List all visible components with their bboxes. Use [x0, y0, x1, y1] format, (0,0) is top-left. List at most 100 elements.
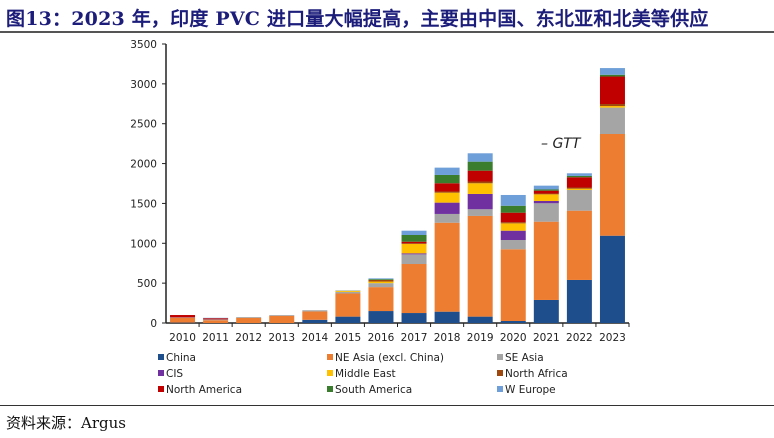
bar-segment-se-asia-2011 — [203, 319, 229, 321]
bar-segment-se-asia-2021 — [533, 203, 559, 222]
legend-swatch — [158, 370, 164, 376]
bar-segment-se-asia-2012 — [236, 317, 262, 318]
title-divider — [0, 31, 774, 33]
bar-segment-north-africa-2021 — [533, 193, 559, 195]
bar-segment-north-africa-2018 — [434, 191, 460, 193]
x-tick-label: 2011 — [202, 332, 229, 344]
legend-label: CIS — [166, 368, 183, 380]
bar-segment-cis-2020 — [500, 230, 526, 241]
bar-segment-ne-asia-excl-china--2022 — [566, 210, 592, 280]
legend-swatch — [327, 370, 333, 376]
y-tick-label: 1000 — [130, 238, 157, 250]
bar-segment-ne-asia-excl-china--2013 — [269, 315, 295, 323]
bar-segment-china-2019 — [467, 316, 493, 323]
legend-swatch — [327, 386, 333, 392]
bar-segment-china-2014 — [302, 319, 328, 323]
legend-label: North Africa — [505, 368, 568, 380]
bar-segment-south-america-2018 — [434, 174, 460, 184]
bar-segment-north-africa-2022 — [566, 187, 592, 189]
bar-segment-china-2017 — [401, 313, 427, 323]
bar-segment-ne-asia-excl-china--2016 — [368, 287, 394, 312]
bar-segment-north-america-2020 — [500, 212, 526, 223]
bar-segment-cis-2017 — [401, 253, 427, 255]
legend-label: SE Asia — [505, 352, 544, 364]
bar-segment-north-africa-2017 — [401, 243, 427, 245]
bar-segment-ne-asia-excl-china--2014 — [302, 311, 328, 320]
bar-segment-south-america-2016 — [368, 279, 394, 280]
bar-segment-ne-asia-excl-china--2017 — [401, 264, 427, 314]
x-tick-label: 2016 — [368, 332, 395, 344]
x-tick-label: 2014 — [301, 332, 328, 344]
bar-segment-china-2015 — [335, 316, 361, 323]
bar-segment-w-europe-2020 — [500, 194, 526, 206]
legend-swatch — [497, 354, 503, 360]
bar-segment-north-america-2011 — [203, 318, 229, 320]
legend-item: North America — [158, 384, 242, 396]
bar-segment-ne-asia-excl-china--2020 — [500, 249, 526, 322]
legend-item: Middle East — [327, 368, 396, 380]
x-tick-label: 2010 — [169, 332, 196, 344]
bar-segment-se-asia-2013 — [269, 315, 295, 316]
y-tick-label: 0 — [150, 318, 157, 330]
y-tick-label: 3000 — [130, 79, 157, 91]
bar-segment-middle-east-2020 — [500, 223, 526, 231]
legend-swatch — [497, 370, 503, 376]
bar-segment-ne-asia-excl-china--2018 — [434, 222, 460, 312]
y-axis: 0 500 1000 1500 2000 2500 3000 3500 — [130, 39, 167, 330]
figure-title: 图13：2023 年，印度 PVC 进口量大幅提高，主要由中国、东北亚和北美等供… — [6, 8, 709, 30]
gtt-annotation: – GTT — [541, 136, 582, 152]
legend-label: W Europe — [505, 384, 556, 396]
x-tick-label: 2012 — [235, 332, 262, 344]
x-tick-label: 2023 — [599, 332, 626, 344]
bar-segment-ne-asia-excl-china--2023 — [599, 133, 625, 236]
bar-segment-ne-asia-excl-china--2021 — [533, 221, 559, 300]
bar-segment-north-america-2017 — [401, 241, 427, 244]
bar-segment-ne-asia-excl-china--2011 — [203, 320, 229, 323]
bar-segment-north-america-2022 — [566, 177, 592, 188]
bar-segment-se-asia-2018 — [434, 213, 460, 223]
bar-segment-cis-2021 — [533, 200, 559, 204]
bar-segment-north-america-2019 — [467, 170, 493, 182]
bars — [170, 68, 625, 323]
bar-segment-china-2020 — [500, 321, 526, 323]
bar-segment-ne-asia-excl-china--2012 — [236, 317, 262, 323]
bar-segment-china-2021 — [533, 299, 559, 323]
legend: China NE Asia (excl. China) SE Asia CIS Midd… — [158, 352, 568, 396]
bar-segment-se-asia-2015 — [335, 291, 361, 294]
x-tick-label: 2015 — [335, 332, 362, 344]
legend-label: South America — [335, 384, 412, 396]
x-tick-label: 2020 — [500, 332, 527, 344]
bar-segment-middle-east-2022 — [566, 188, 592, 190]
bar-segment-se-asia-2023 — [599, 107, 625, 134]
legend-label: North America — [166, 384, 242, 396]
bar-segment-south-america-2017 — [401, 234, 427, 242]
bar-segment-north-america-2010 — [170, 315, 196, 318]
legend-item: W Europe — [497, 384, 556, 396]
bar-segment-south-america-2020 — [500, 205, 526, 213]
source-note: 资料来源：Argus — [6, 414, 126, 432]
x-tick-label: 2021 — [533, 332, 560, 344]
bar-segment-w-europe-2021 — [533, 185, 559, 190]
bar-segment-north-africa-2016 — [368, 279, 394, 282]
bar-segment-north-africa-2020 — [500, 222, 526, 224]
bar-segment-middle-east-2017 — [401, 244, 427, 254]
bar-segment-china-2018 — [434, 311, 460, 323]
bar-segment-china-2023 — [599, 235, 625, 323]
legend-item: CIS — [158, 368, 183, 380]
x-tick-label: 2018 — [434, 332, 461, 344]
bar-segment-south-america-2023 — [599, 74, 625, 77]
x-tick-label: 2013 — [268, 332, 295, 344]
bar-segment-se-asia-2019 — [467, 209, 493, 216]
bar-segment-w-europe-2023 — [599, 68, 625, 75]
bar-segment-w-europe-2016 — [368, 278, 394, 280]
bar-segment-se-asia-2014 — [302, 310, 328, 312]
bar-segment-w-europe-2017 — [401, 230, 427, 235]
x-tick-label: 2022 — [566, 332, 593, 344]
legend-item: NE Asia (excl. China) — [327, 352, 444, 364]
legend-swatch — [327, 354, 333, 360]
bar-segment-south-america-2019 — [467, 161, 493, 171]
bar-segment-north-america-2021 — [533, 190, 559, 194]
x-tick-label: 2017 — [401, 332, 428, 344]
legend-label: Middle East — [335, 368, 396, 380]
